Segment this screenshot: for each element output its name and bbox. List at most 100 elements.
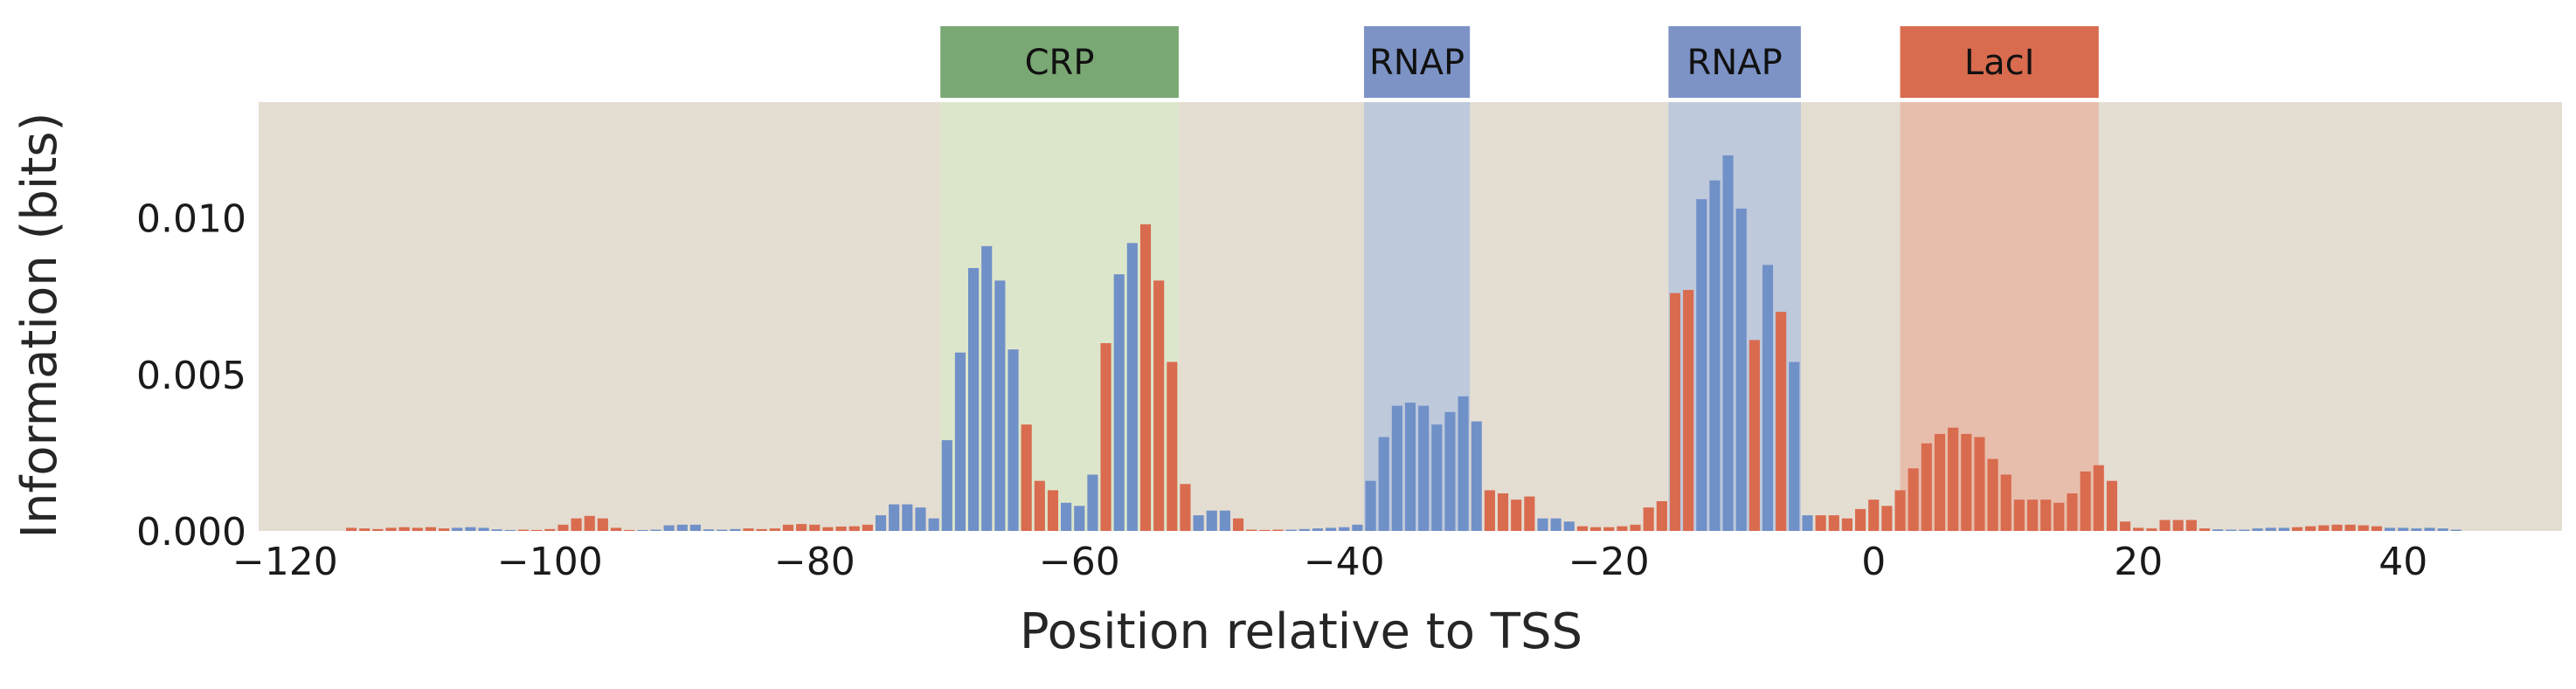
bar (1365, 480, 1376, 531)
bar (2331, 524, 2343, 531)
bar (1590, 527, 1602, 531)
bar (2159, 520, 2171, 531)
bar (1748, 340, 1760, 531)
bar (689, 524, 701, 531)
bar (1100, 342, 1111, 531)
bar (730, 528, 741, 531)
bar (2067, 493, 2078, 531)
bar (465, 527, 476, 531)
bar (1008, 349, 1019, 531)
bar (2093, 465, 2104, 531)
bar (915, 507, 926, 531)
bar (1921, 443, 1932, 531)
bar (862, 524, 873, 531)
bar (782, 524, 794, 531)
bar (875, 515, 887, 531)
bar (1047, 490, 1059, 531)
x-tick-label: −100 (497, 540, 603, 584)
x-axis-label: Position relative to TSS (1020, 603, 1582, 660)
bar (1285, 529, 1297, 531)
bar (1167, 362, 1178, 531)
bar (544, 528, 556, 531)
x-tick-label: −120 (232, 540, 338, 584)
x-tick-label: −20 (1568, 540, 1650, 584)
bar (717, 529, 728, 531)
bar (1511, 500, 1522, 531)
region-label-laci: LacI (1964, 43, 2035, 83)
bar (809, 524, 821, 531)
bar (1987, 458, 1998, 531)
x-tick-label: −60 (1039, 540, 1120, 584)
bar (385, 527, 397, 531)
bar (756, 528, 767, 531)
bar (610, 527, 622, 531)
bar (1404, 403, 1416, 531)
bar (624, 529, 635, 531)
bar (1550, 518, 1562, 531)
bar (2450, 529, 2462, 531)
bar (2344, 524, 2356, 531)
x-tick-label: 0 (1861, 540, 1886, 584)
bar (1272, 529, 1284, 531)
bar (2424, 527, 2435, 531)
bar (2185, 520, 2197, 531)
bar (1497, 493, 1509, 531)
bar (1326, 527, 1337, 531)
bar (1180, 484, 1191, 531)
bar (743, 528, 754, 531)
bar (1868, 500, 1880, 531)
bar (517, 529, 530, 531)
bar (1696, 199, 1707, 532)
bar (1087, 474, 1098, 531)
bar (994, 280, 1006, 531)
bar (1603, 527, 1615, 531)
region-label-rnap: RNAP (1369, 43, 1465, 83)
bar (1974, 437, 1985, 531)
region-label-crp: CRP (1025, 43, 1095, 83)
bar (822, 527, 834, 531)
bar (2318, 525, 2330, 531)
bar (2398, 527, 2409, 531)
bar (1312, 528, 1324, 531)
bar (1656, 500, 1667, 531)
bar (835, 526, 847, 531)
bar (2212, 529, 2224, 531)
bar (1683, 290, 1694, 531)
bar (1617, 526, 1628, 531)
bar (1193, 515, 1204, 531)
bar (1471, 421, 1482, 531)
bar (1735, 208, 1747, 532)
region-band-laci (1900, 102, 2099, 531)
bar (1444, 411, 1456, 531)
bar (1855, 508, 1866, 531)
bar (1153, 280, 1165, 531)
bar (1378, 437, 1389, 531)
bar (1762, 265, 1774, 531)
bar (1669, 293, 1681, 531)
bar (1894, 490, 1906, 531)
y-axis-label: Information (bits) (11, 113, 68, 539)
bar (372, 528, 384, 531)
bar (954, 352, 966, 531)
bar (571, 518, 582, 531)
bar (1246, 529, 1257, 531)
bar (1934, 433, 1946, 531)
bar (2120, 521, 2131, 531)
bar (2371, 526, 2382, 531)
information-bars (345, 155, 2462, 532)
bar (2013, 500, 2025, 531)
bar (2411, 528, 2422, 531)
bar (1908, 468, 1919, 531)
bar (398, 527, 410, 531)
bar (2305, 526, 2316, 531)
bar (597, 518, 608, 531)
bar (1576, 526, 1589, 531)
bar (1126, 243, 1138, 531)
bar (1339, 527, 1350, 531)
bar (2239, 529, 2250, 531)
bar (2040, 500, 2052, 531)
bar (2106, 480, 2117, 531)
bar (981, 245, 993, 531)
bar (637, 529, 648, 531)
bar (1206, 510, 1217, 531)
